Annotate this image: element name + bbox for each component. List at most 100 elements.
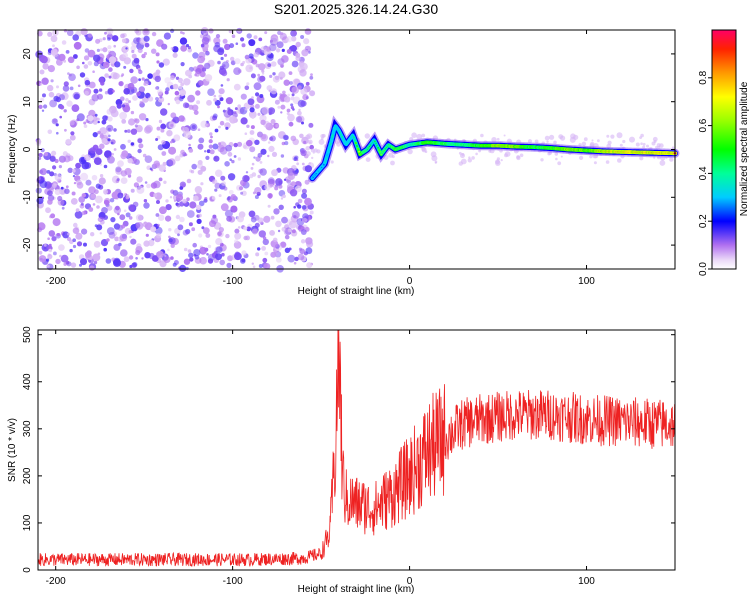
noise-blob xyxy=(46,170,51,174)
noise-blob xyxy=(218,125,221,129)
noise-blob xyxy=(288,247,292,251)
noise-blob xyxy=(51,118,58,125)
noise-blob xyxy=(94,113,98,117)
y-tick-label: -10 xyxy=(22,190,33,205)
noise-blob xyxy=(260,46,268,53)
noise-blob xyxy=(273,208,280,215)
noise-blob xyxy=(125,98,129,102)
halo-blob xyxy=(390,160,395,166)
noise-blob xyxy=(220,56,224,61)
noise-blob xyxy=(69,248,73,253)
noise-blob xyxy=(257,247,261,251)
noise-blob xyxy=(187,94,196,103)
noise-blob xyxy=(62,85,70,92)
noise-blob xyxy=(174,90,180,96)
noise-blob xyxy=(272,237,278,243)
noise-blob xyxy=(129,264,133,269)
noise-blob xyxy=(154,86,158,90)
noise-blob xyxy=(43,246,47,250)
noise-blob xyxy=(206,253,209,256)
noise-blob xyxy=(52,165,57,170)
noise-blob xyxy=(240,258,246,264)
halo-blob xyxy=(560,155,563,158)
noise-blob xyxy=(199,256,207,265)
noise-blob xyxy=(93,240,101,248)
noise-blob xyxy=(58,187,67,195)
halo-blob xyxy=(651,141,656,146)
noise-blob xyxy=(83,121,87,125)
noise-blob xyxy=(261,69,265,73)
noise-blob xyxy=(211,196,216,200)
halo-blob xyxy=(669,157,674,162)
noise-blob xyxy=(58,244,65,251)
noise-blob xyxy=(157,223,160,227)
noise-blob xyxy=(116,103,122,109)
noise-blob xyxy=(105,62,109,66)
noise-blob xyxy=(221,181,227,187)
noise-blob xyxy=(107,37,111,41)
noise-blob xyxy=(213,155,220,162)
noise-blob xyxy=(215,238,223,246)
noise-blob xyxy=(67,155,74,162)
noise-blob xyxy=(92,70,95,73)
noise-blob xyxy=(168,158,176,166)
noise-blob xyxy=(261,246,266,251)
noise-blob xyxy=(130,128,138,135)
noise-blob xyxy=(172,189,179,196)
noise-blob xyxy=(217,60,221,65)
noise-blob xyxy=(69,86,74,91)
noise-blob xyxy=(287,93,291,97)
noise-blob xyxy=(65,185,69,189)
noise-blob xyxy=(251,162,255,166)
noise-blob xyxy=(84,79,91,86)
noise-blob xyxy=(209,132,213,136)
noise-blob xyxy=(179,37,188,45)
noise-blob xyxy=(47,129,53,135)
bottom-x-ticks: -200 -100 0 100 xyxy=(46,330,595,587)
noise-blob xyxy=(161,140,166,145)
noise-blob xyxy=(284,96,291,103)
noise-blob xyxy=(73,41,82,50)
noise-blob xyxy=(267,154,270,158)
noise-blob xyxy=(183,258,191,265)
noise-blob xyxy=(223,186,228,191)
halo-blob xyxy=(593,161,597,165)
noise-blob xyxy=(240,191,244,195)
noise-blob xyxy=(295,52,301,58)
noise-blob xyxy=(158,62,165,68)
noise-blob xyxy=(121,38,127,44)
noise-blob xyxy=(205,233,211,238)
noise-blob xyxy=(73,93,80,100)
noise-blob xyxy=(46,258,50,262)
halo-blob xyxy=(579,155,584,160)
y-tick-label: 20 xyxy=(22,48,33,60)
noise-blob xyxy=(290,103,294,107)
noise-blob xyxy=(189,201,197,209)
noise-blob xyxy=(111,152,114,156)
noise-blob xyxy=(73,222,78,228)
halo-blob xyxy=(555,157,558,161)
noise-blob xyxy=(282,134,289,141)
noise-blob xyxy=(188,143,191,147)
noise-blob xyxy=(93,260,98,265)
noise-blob xyxy=(194,71,200,77)
noise-blob xyxy=(247,98,255,106)
noise-blob xyxy=(106,27,114,35)
noise-blob xyxy=(155,213,160,217)
noise-blob xyxy=(128,100,131,104)
noise-blob xyxy=(179,216,185,223)
noise-blob xyxy=(48,230,56,237)
noise-blob xyxy=(204,74,213,82)
noise-blob xyxy=(234,58,241,65)
halo-blob xyxy=(330,160,334,164)
noise-blob xyxy=(234,232,242,240)
noise-blob xyxy=(295,116,303,123)
noise-blob xyxy=(301,192,308,199)
noise-blob xyxy=(47,190,53,197)
noise-blob xyxy=(137,148,142,154)
noise-blob xyxy=(185,231,190,235)
noise-blob xyxy=(141,257,144,260)
noise-blob xyxy=(270,61,277,67)
noise-blob xyxy=(49,99,57,108)
noise-blob xyxy=(77,84,81,88)
